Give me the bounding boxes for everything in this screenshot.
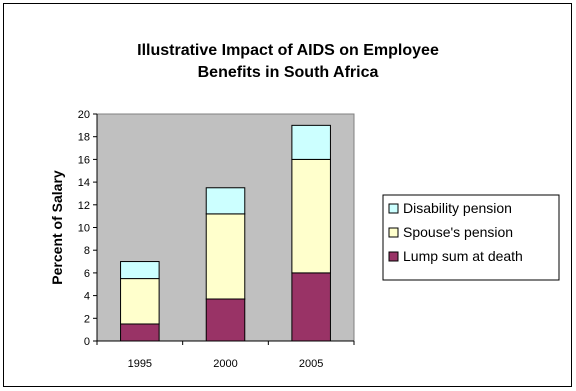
bar-segment bbox=[120, 323, 160, 342]
legend-label: Spouse's pension bbox=[403, 224, 513, 240]
axes: 0 2 4 6 8 10 12 14 16 18 20 Percent of Salary 1995 20… bbox=[49, 109, 355, 370]
y-tick-label: 10 bbox=[78, 223, 90, 235]
bar-segment bbox=[205, 187, 246, 215]
legend-label: Disability pension bbox=[403, 200, 512, 216]
legend-swatch bbox=[388, 227, 399, 238]
chart-title-line-1: Illustrative Impact of AIDS on Employee bbox=[137, 42, 439, 59]
y-tick-label: 14 bbox=[78, 177, 90, 189]
legend-swatch bbox=[388, 251, 399, 262]
legend-box bbox=[382, 194, 560, 281]
y-tick-label: 8 bbox=[84, 245, 90, 257]
bar-segment bbox=[120, 278, 160, 325]
legend-swatch bbox=[388, 203, 399, 214]
bar-segment bbox=[120, 261, 160, 280]
y-tick-label: 2 bbox=[84, 313, 90, 325]
bars bbox=[120, 124, 331, 342]
bar-segment bbox=[291, 272, 331, 342]
bar-segment bbox=[291, 158, 331, 274]
y-tick-label: 4 bbox=[84, 291, 90, 303]
y-tick-label: 6 bbox=[84, 268, 90, 280]
y-tick-label: 12 bbox=[78, 200, 90, 212]
y-tick-label: 18 bbox=[78, 132, 90, 144]
x-tick-label: 2000 bbox=[213, 358, 237, 370]
bar-segment bbox=[205, 213, 246, 300]
bar-segment bbox=[205, 298, 246, 342]
x-tick-label: 2005 bbox=[299, 358, 323, 370]
y-tick-label: 0 bbox=[84, 336, 90, 348]
y-tick-label: 20 bbox=[78, 109, 90, 121]
legend-label: Lump sum at death bbox=[403, 248, 523, 264]
legend: Disability pension Spouse's pension Lump s… bbox=[382, 194, 560, 281]
y-tick-label: 16 bbox=[78, 154, 90, 166]
x-tick-label: 1995 bbox=[128, 358, 152, 370]
y-axis-title: Percent of Salary bbox=[49, 170, 65, 285]
chart-title-line-2: Benefits in South Africa bbox=[197, 64, 379, 81]
bar-segment bbox=[291, 124, 331, 160]
